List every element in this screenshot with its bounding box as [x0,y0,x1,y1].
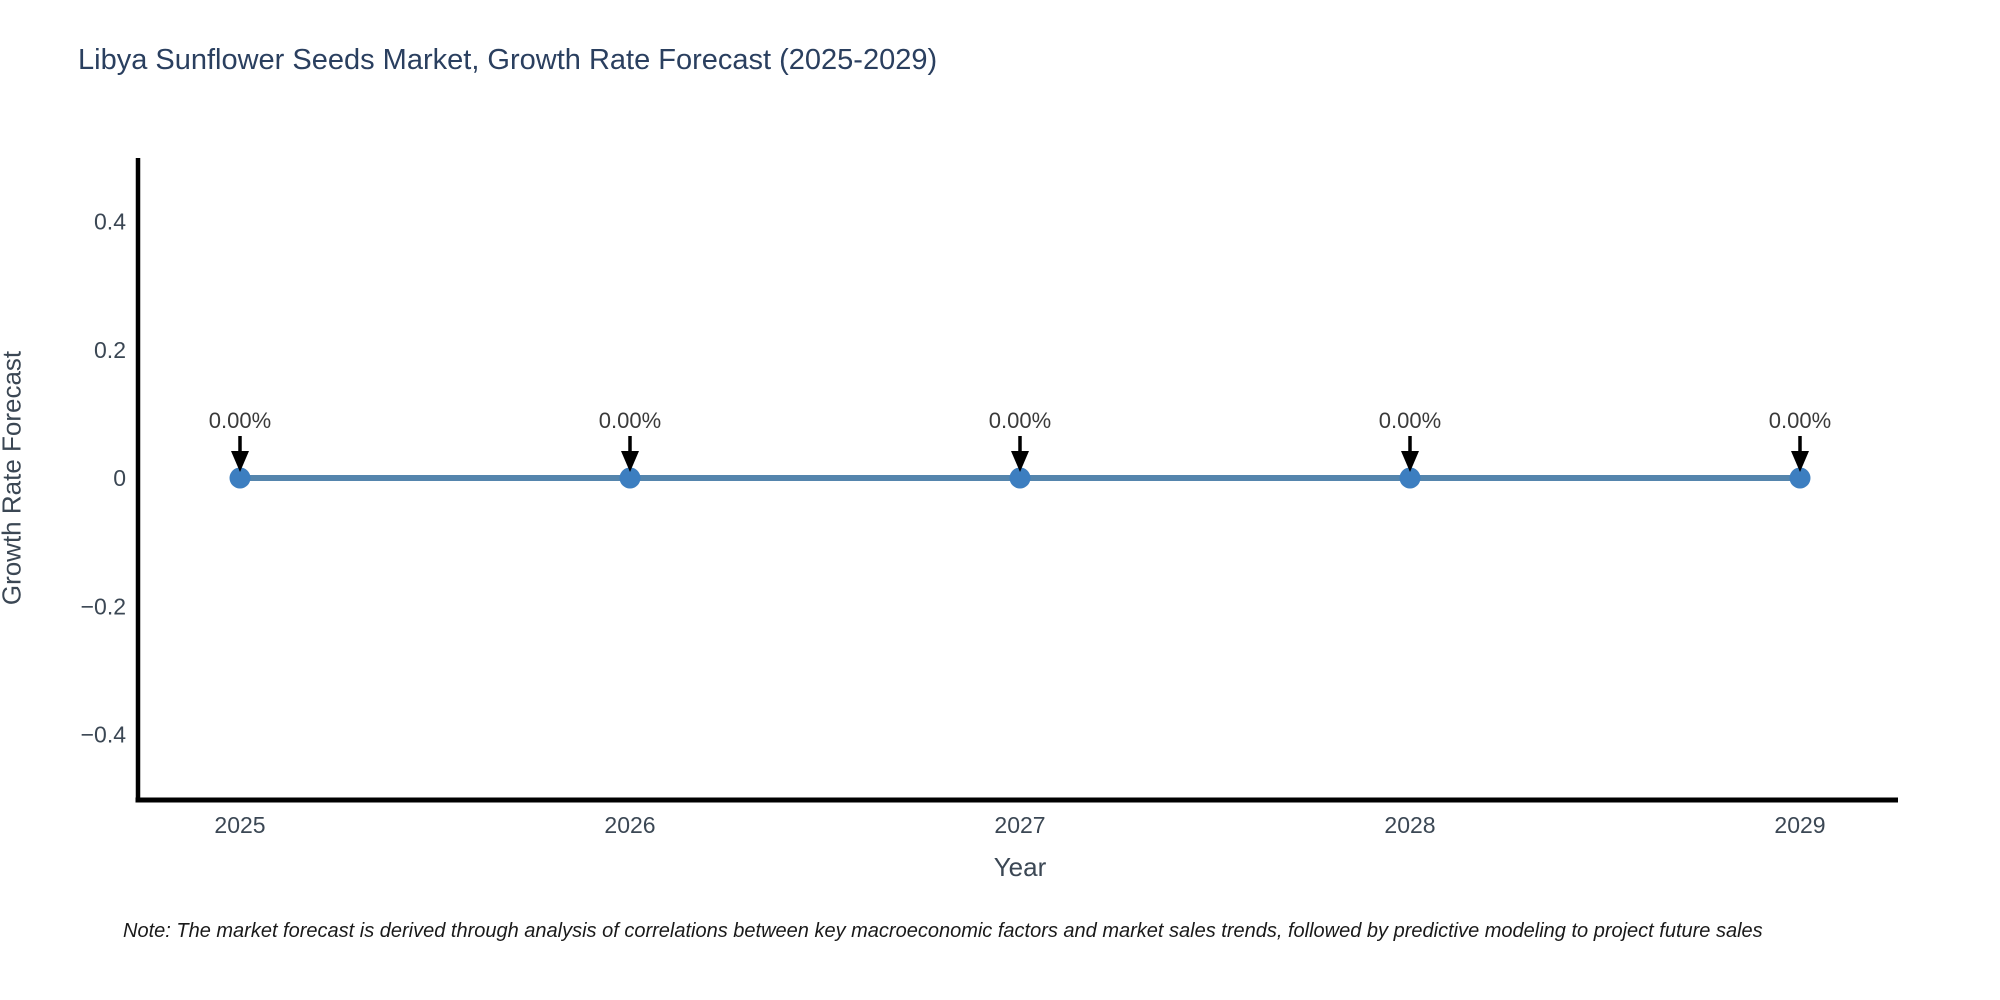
y-tick-label: 0 [113,465,126,491]
x-tick-label: 2029 [1774,812,1825,838]
data-point-marker [1789,467,1811,489]
x-axis-title: Year [993,852,1047,882]
point-value-label: 0.00% [599,408,661,433]
point-value-label: 0.00% [1769,408,1831,433]
chart-footnote: Note: The market forecast is derived thr… [123,920,1763,942]
data-point-marker [1399,467,1421,489]
y-tick-label: −0.2 [81,593,126,619]
annotation-arrow-head [1401,451,1419,472]
y-tick-label: −0.4 [81,721,127,747]
annotation-arrow-head [621,451,639,472]
x-tick-label: 2027 [994,812,1045,838]
point-value-label: 0.00% [209,408,271,433]
data-point-marker [1009,467,1031,489]
y-tick-label: 0.4 [94,209,126,235]
point-value-label: 0.00% [989,408,1051,433]
annotation-arrow-head [231,451,249,472]
data-point-marker [619,467,641,489]
y-axis-title: Growth Rate Forecast [0,350,27,606]
data-point-marker [229,467,251,489]
annotation-arrow-head [1791,451,1809,472]
x-tick-label: 2026 [604,812,655,838]
x-tick-label: 2028 [1384,812,1435,838]
y-tick-label: 0.2 [94,337,126,363]
point-value-label: 0.00% [1379,408,1441,433]
chart-title: Libya Sunflower Seeds Market, Growth Rat… [78,44,938,76]
annotation-arrow-head [1011,451,1029,472]
x-tick-label: 2025 [214,812,265,838]
